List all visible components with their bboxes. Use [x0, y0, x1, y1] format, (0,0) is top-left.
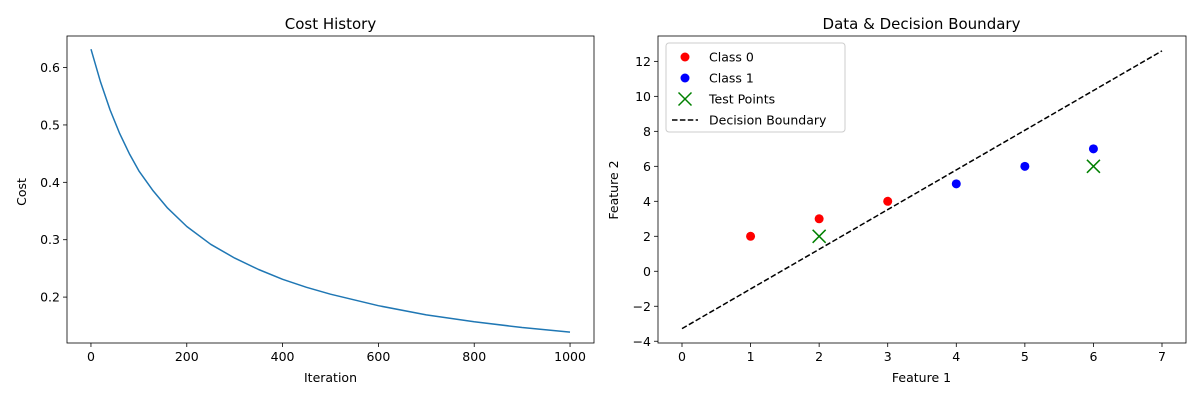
- y-tick-label: 0.3: [40, 232, 60, 247]
- x-tick-label: 2: [815, 349, 823, 364]
- test-point-stroke: [812, 229, 827, 244]
- x-axis-label: Feature 1: [892, 370, 951, 385]
- y-tick-label: −4: [633, 334, 651, 349]
- decision-boundary-line: [681, 50, 1163, 330]
- y-tick-label: 10: [635, 89, 651, 104]
- x-tick-label: 0: [678, 349, 686, 364]
- class-0-point: [746, 231, 756, 241]
- legend-box: [665, 42, 846, 133]
- test-point-stroke: [1086, 159, 1101, 174]
- y-tick-label: 0.5: [40, 117, 60, 132]
- class-0-point: [814, 214, 824, 224]
- legend-marker: [680, 52, 690, 62]
- chart-title: Cost History: [285, 15, 377, 33]
- decision-boundary-chart: Data & Decision Boundary Feature 1 Featu…: [606, 15, 1187, 385]
- class-1-point: [1020, 161, 1030, 171]
- y-tick-label: 0.6: [40, 60, 60, 75]
- x-tick-label: 3: [884, 349, 892, 364]
- class-0-point: [883, 196, 893, 206]
- legend-label: Test Points: [708, 92, 775, 107]
- chart-title: Data & Decision Boundary: [823, 15, 1021, 33]
- x-tick-label: 800: [462, 349, 486, 364]
- x-tick-label: 7: [1158, 349, 1166, 364]
- y-tick-label: 12: [635, 54, 651, 69]
- x-axis-label: Iteration: [304, 370, 357, 385]
- y-tick-label: 6: [643, 159, 651, 174]
- y-axis-label: Feature 2: [606, 160, 621, 219]
- cost-history-chart: Cost History Iteration Cost 0 200 400 600 80…: [14, 15, 595, 385]
- y-tick-label: 0: [643, 264, 651, 279]
- legend-label: Class 0: [709, 50, 754, 65]
- legend-marker: [677, 91, 693, 107]
- x-tick-label: 1: [747, 349, 755, 364]
- y-tick-label: −2: [633, 299, 651, 314]
- axes-frame: [66, 35, 595, 344]
- y-tick-label: 0.2: [40, 290, 60, 305]
- legend: Class 0 Class 1 Test Points Decision Bounda…: [665, 42, 846, 133]
- legend-marker: [680, 73, 690, 83]
- y-tick-label: 8: [643, 124, 651, 139]
- test-point: [1086, 159, 1101, 174]
- x-tick-label: 6: [1089, 349, 1097, 364]
- y-tick-label: 0.4: [40, 175, 60, 190]
- x-tick-label: 0: [87, 349, 95, 364]
- test-point: [812, 229, 827, 244]
- legend-label: Class 1: [709, 71, 754, 86]
- class-1-point: [951, 179, 961, 189]
- y-tick-label: 2: [643, 229, 651, 244]
- x-tick-label: 200: [175, 349, 199, 364]
- x-tick-label: 4: [952, 349, 960, 364]
- x-tick-label: 600: [366, 349, 390, 364]
- plot-area: 0 200 400 600 800 1000 0.2 0.3 0.4 0.5 0.6: [40, 35, 595, 364]
- y-axis-label: Cost: [14, 178, 29, 206]
- axes-frame: [657, 35, 1187, 344]
- legend-label: Decision Boundary: [709, 113, 827, 128]
- x-tick-label: 1000: [554, 349, 586, 364]
- cost-line: [90, 48, 571, 333]
- x-tick-label: 400: [271, 349, 295, 364]
- class-1-point: [1088, 144, 1098, 154]
- x-tick-label: 5: [1021, 349, 1029, 364]
- y-tick-label: 4: [643, 194, 651, 209]
